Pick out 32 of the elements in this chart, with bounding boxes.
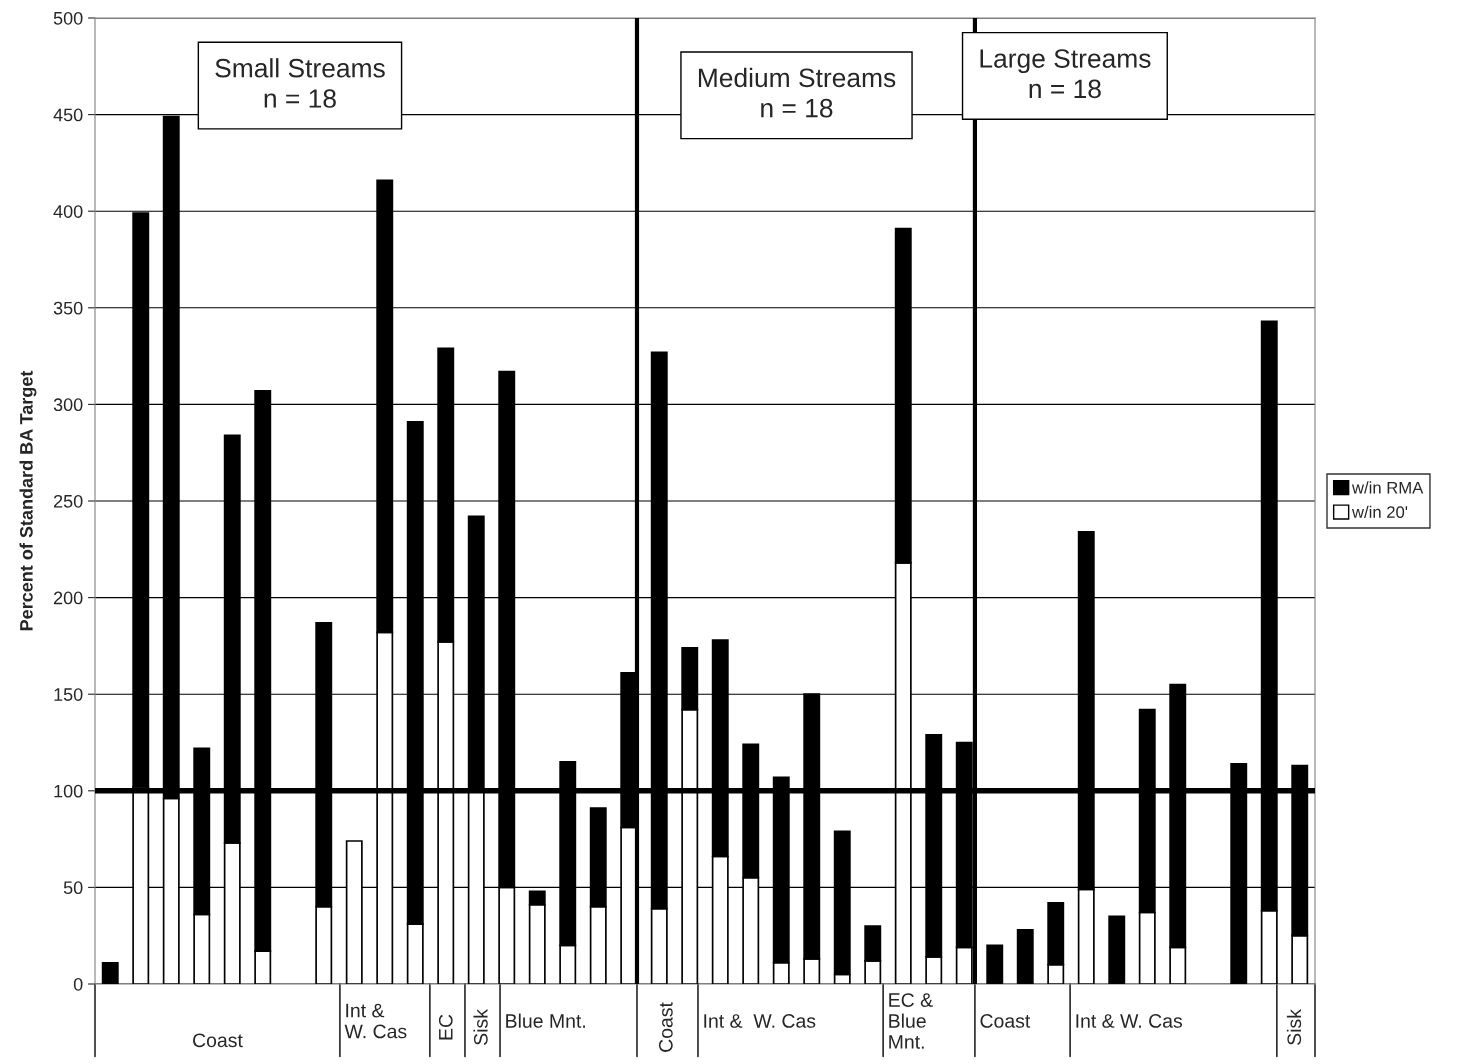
y-tick-label: 400 bbox=[53, 205, 83, 218]
text: EC bbox=[438, 1014, 453, 1040]
y-tick-label: 450 bbox=[53, 108, 83, 122]
text: EC & Blue Mnt. bbox=[889, 993, 933, 1049]
annotation: Medium Streams n = 18 bbox=[698, 67, 896, 118]
annotation: Small Streams n = 18 bbox=[215, 58, 385, 108]
y-tick-label: 200 bbox=[53, 591, 83, 605]
y-tick-label: 500 bbox=[53, 11, 83, 25]
y-tick-label: 250 bbox=[53, 494, 83, 508]
text: Int & W. Cas bbox=[704, 1014, 816, 1028]
y-tick-label: 100 bbox=[54, 784, 83, 798]
annotation: Large Streams n = 18 bbox=[980, 49, 1151, 99]
y-axis-title: Percent of Standard BA Target bbox=[19, 370, 37, 631]
y-tick-label: 150 bbox=[54, 688, 83, 701]
y-tick-label: 0 bbox=[73, 977, 83, 991]
text: Coast bbox=[193, 1033, 243, 1048]
legend-label: w/in 20' bbox=[1351, 505, 1408, 518]
text: Int & W. Cas bbox=[344, 1003, 407, 1039]
text: Int & W. Cas bbox=[1076, 1014, 1183, 1028]
text: Coast bbox=[658, 1002, 673, 1052]
text: Sisk bbox=[1286, 1009, 1302, 1045]
bar bbox=[101, 961, 119, 984]
bar bbox=[1108, 915, 1126, 984]
y-tick-label: 50 bbox=[63, 881, 83, 895]
bar bbox=[1016, 929, 1034, 984]
text: Blue Mnt. bbox=[506, 1013, 585, 1028]
legend-label: w/in RMA bbox=[1351, 481, 1424, 494]
text: Coast bbox=[980, 1014, 1031, 1028]
bar bbox=[986, 944, 1004, 984]
y-tick-label: 350 bbox=[53, 301, 83, 315]
text: Sisk bbox=[473, 1009, 488, 1045]
y-tick-label: 300 bbox=[53, 398, 83, 412]
